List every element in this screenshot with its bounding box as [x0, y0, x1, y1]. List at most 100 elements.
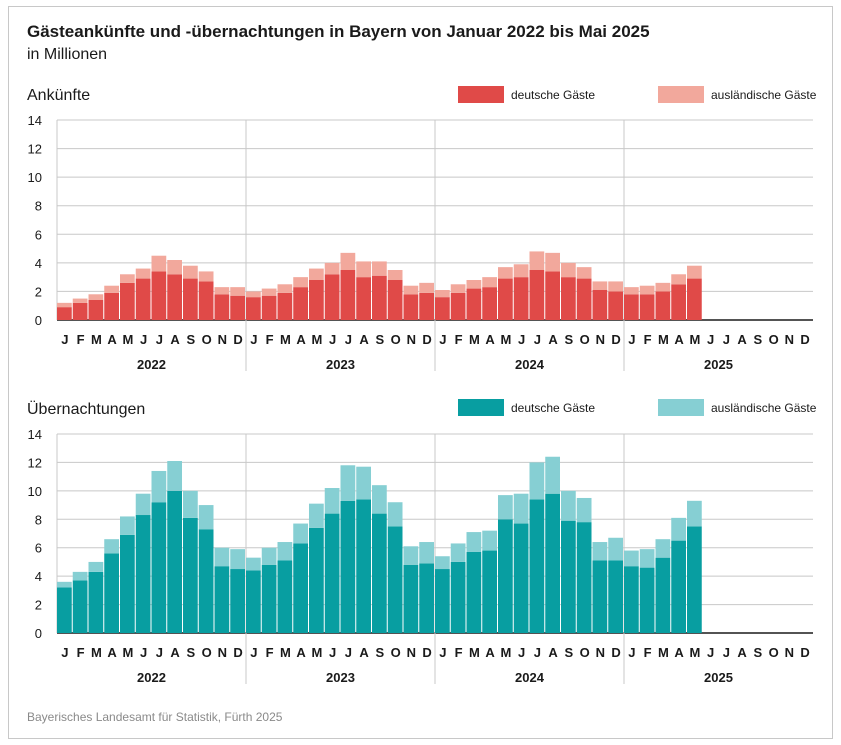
bar-ankuenfte-deutsch — [72, 302, 88, 320]
bar-ankuenfte-deutsch — [167, 274, 182, 320]
bar-ankuenfte-deutsch — [608, 291, 623, 320]
x-tick-label: S — [187, 645, 196, 660]
x-tick-label: D — [611, 332, 620, 347]
bar-uebernachtungen-auslaendisch — [387, 502, 403, 527]
x-tick-label: D — [233, 645, 242, 660]
bar-ankuenfte-deutsch — [372, 275, 387, 320]
x-tick-label: N — [407, 332, 416, 347]
bar-ankuenfte-auslaendisch — [513, 264, 529, 278]
bar-ankuenfte-deutsch — [198, 281, 214, 320]
x-tick-label: N — [596, 332, 605, 347]
bar-uebernachtungen-auslaendisch — [135, 493, 151, 516]
x-tick-label: A — [296, 645, 306, 660]
x-tick-label: J — [723, 645, 730, 660]
x-tick-label: S — [376, 332, 385, 347]
bar-uebernachtungen-auslaendisch — [340, 465, 356, 501]
panel-title: Übernachtungen — [27, 400, 145, 418]
x-tick-label: J — [250, 332, 257, 347]
x-tick-label: A — [737, 332, 747, 347]
bar-uebernachtungen-auslaendisch — [608, 537, 623, 561]
bar-uebernachtungen-auslaendisch — [198, 505, 214, 530]
bar-uebernachtungen-auslaendisch — [498, 495, 513, 520]
x-tick-label: M — [689, 645, 700, 660]
panel-title: Ankünfte — [27, 87, 90, 104]
bar-uebernachtungen-auslaendisch — [72, 571, 88, 581]
y-tick-label: 2 — [35, 284, 42, 299]
x-tick-label: J — [707, 332, 714, 347]
bar-uebernachtungen-deutsch — [435, 569, 450, 633]
x-tick-label: O — [769, 645, 779, 660]
x-tick-label: J — [439, 332, 446, 347]
y-tick-label: 6 — [35, 227, 42, 242]
x-tick-label: S — [187, 332, 196, 347]
bar-uebernachtungen-auslaendisch — [671, 517, 686, 541]
x-tick-label: A — [359, 332, 369, 347]
bar-ankuenfte-auslaendisch — [608, 281, 623, 292]
year-label: 2024 — [515, 670, 545, 685]
bar-uebernachtungen-auslaendisch — [214, 547, 230, 567]
x-tick-label: M — [469, 332, 480, 347]
bar-ankuenfte-deutsch — [624, 294, 639, 320]
x-tick-label: M — [500, 645, 511, 660]
bar-ankuenfte-auslaendisch — [167, 260, 182, 275]
bar-ankuenfte-deutsch — [576, 278, 592, 320]
source-note: Bayerisches Landesamt für Statistik, Für… — [27, 710, 283, 724]
bar-ankuenfte-deutsch — [120, 282, 135, 320]
x-tick-label: M — [500, 332, 511, 347]
x-tick-label: O — [391, 645, 401, 660]
bar-ankuenfte-auslaendisch — [592, 281, 608, 290]
x-tick-label: M — [280, 332, 291, 347]
bar-ankuenfte-auslaendisch — [639, 285, 655, 295]
x-tick-label: J — [329, 645, 336, 660]
bar-ankuenfte-deutsch — [214, 294, 230, 320]
chart-panel-1: Ankünfte deutsche Gäste ausländische Gäste… — [27, 86, 817, 372]
y-tick-label: 14 — [28, 427, 42, 442]
bar-ankuenfte-auslaendisch — [576, 267, 592, 279]
year-label: 2023 — [326, 357, 355, 372]
x-tick-label: A — [485, 645, 495, 660]
x-tick-label: O — [202, 645, 212, 660]
bar-uebernachtungen-deutsch — [545, 493, 560, 633]
x-tick-label: O — [580, 645, 590, 660]
x-tick-label: N — [785, 645, 794, 660]
y-tick-label: 10 — [28, 170, 42, 185]
bar-uebernachtungen-deutsch — [230, 569, 245, 633]
y-tick-label: 0 — [35, 626, 42, 641]
bar-ankuenfte-auslaendisch — [246, 291, 261, 298]
bar-ankuenfte-auslaendisch — [214, 287, 230, 295]
x-tick-label: D — [422, 332, 431, 347]
x-tick-label: J — [140, 332, 147, 347]
bar-uebernachtungen-deutsch — [655, 557, 671, 633]
bar-uebernachtungen-deutsch — [277, 560, 293, 633]
bar-uebernachtungen-deutsch — [135, 515, 151, 633]
x-tick-label: S — [565, 645, 574, 660]
x-tick-label: M — [311, 645, 322, 660]
x-tick-label: M — [122, 332, 133, 347]
bar-ankuenfte-auslaendisch — [687, 265, 702, 279]
bar-ankuenfte-deutsch — [151, 271, 167, 320]
x-tick-label: S — [565, 332, 574, 347]
bar-ankuenfte-auslaendisch — [466, 280, 482, 289]
x-tick-label: F — [455, 645, 463, 660]
bar-uebernachtungen-auslaendisch — [167, 461, 182, 491]
x-tick-label: F — [77, 332, 85, 347]
x-tick-label: M — [658, 645, 669, 660]
x-tick-label: S — [754, 332, 763, 347]
bar-uebernachtungen-auslaendisch — [324, 488, 340, 514]
x-tick-label: F — [77, 645, 85, 660]
x-tick-label: S — [754, 645, 763, 660]
bar-ankuenfte-auslaendisch — [419, 282, 434, 293]
bar-uebernachtungen-deutsch — [198, 529, 214, 633]
bar-ankuenfte-deutsch — [561, 277, 576, 320]
bar-ankuenfte-auslaendisch — [671, 274, 686, 285]
bar-uebernachtungen-deutsch — [104, 553, 119, 633]
x-tick-label: D — [800, 332, 809, 347]
bar-uebernachtungen-auslaendisch — [687, 500, 702, 527]
x-tick-label: M — [689, 332, 700, 347]
x-tick-label: N — [407, 645, 416, 660]
x-tick-label: A — [107, 332, 117, 347]
x-tick-label: O — [580, 332, 590, 347]
x-tick-label: J — [518, 332, 525, 347]
bar-ankuenfte-auslaendisch — [340, 252, 356, 270]
bar-ankuenfte-auslaendisch — [198, 271, 214, 282]
